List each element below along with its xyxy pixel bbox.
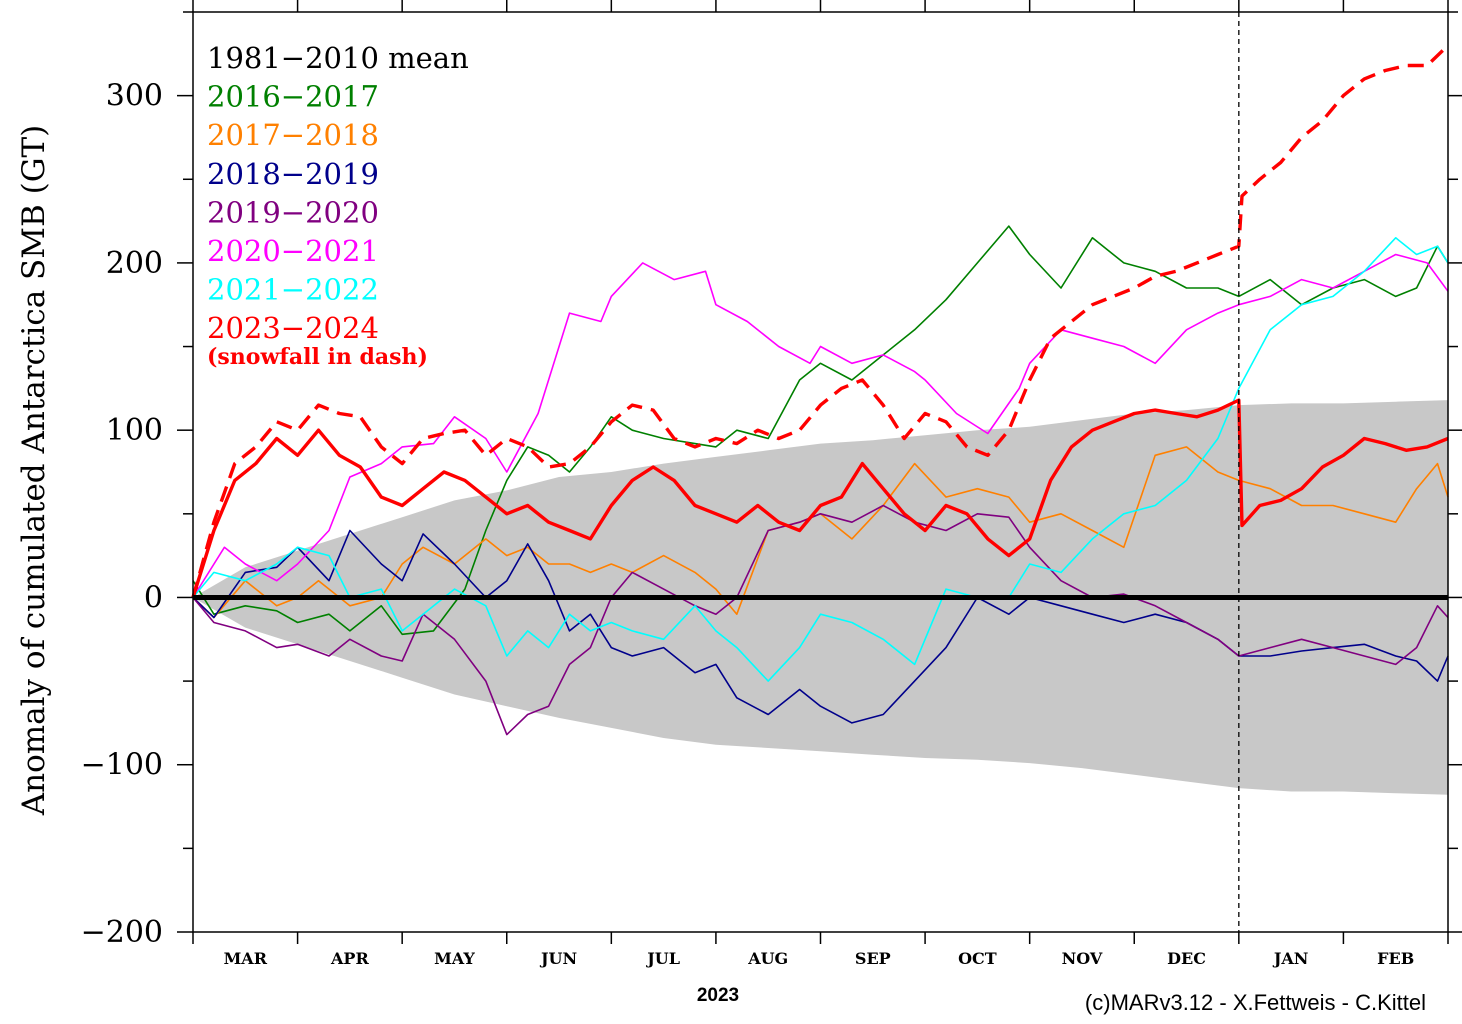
- y-tick-label-3: 100: [106, 413, 163, 448]
- y-tick-label-2: 0: [144, 580, 163, 615]
- series-line-6: [191, 398, 1449, 599]
- year-label: 2023: [697, 985, 739, 1006]
- y-tick-label-0: −200: [81, 915, 163, 950]
- legend-item-7: 2023−2024: [207, 311, 379, 345]
- month-label-jun: JUN: [539, 949, 577, 968]
- month-label-mar: MAR: [224, 949, 268, 968]
- series-line-5: [192, 237, 1449, 682]
- month-label-oct: OCT: [958, 949, 997, 968]
- legend-item-4: 2019−2020: [207, 195, 379, 229]
- month-label-sep: SEP: [855, 949, 891, 968]
- month-label-apr: APR: [330, 949, 369, 968]
- series-line-7: [191, 44, 1450, 598]
- series-line-3: [192, 504, 1449, 736]
- x-axis: MAR APR MAY JUN JUL AUG SEP OCT NOV DEC JAN FEB: [192, 0, 1449, 968]
- legend-item-3: 2018−2019: [207, 157, 379, 191]
- legend: 1981−2010 mean 2016−2017 2017−2018 2018−201…: [207, 41, 469, 370]
- legend-item-1: 2016−2017: [207, 80, 379, 114]
- month-label-jul: JUL: [645, 949, 680, 968]
- y-tick-label-4: 200: [106, 246, 163, 281]
- month-label-feb: FEB: [1377, 949, 1414, 968]
- legend-item-6: 2021−2022: [207, 273, 379, 307]
- month-label-aug: AUG: [747, 949, 788, 968]
- month-label-dec: DEC: [1167, 949, 1206, 968]
- series-line-4: [192, 253, 1449, 598]
- legend-item-0: 1981−2010 mean: [207, 41, 469, 75]
- credit-label: (c)MARv3.12 - X.Fettweis - C.Kittel: [1085, 990, 1426, 1015]
- month-label-nov: NOV: [1062, 949, 1103, 968]
- series-line-0: [192, 225, 1449, 636]
- y-axis: −200 −100 0 100 200 300: [81, 11, 1462, 950]
- y-tick-label-5: 300: [106, 79, 163, 114]
- series-line-2: [192, 529, 1449, 724]
- month-label-may: MAY: [434, 949, 475, 968]
- legend-note: (snowfall in dash): [207, 344, 428, 370]
- y-axis-title: Anomaly of cumulated Antarctica SMB (GT): [16, 125, 52, 817]
- month-label-jan: JAN: [1272, 949, 1309, 968]
- legend-item-5: 2020−2021: [207, 234, 379, 268]
- y-tick-label-1: −100: [81, 748, 163, 783]
- legend-item-2: 2017−2018: [207, 118, 379, 152]
